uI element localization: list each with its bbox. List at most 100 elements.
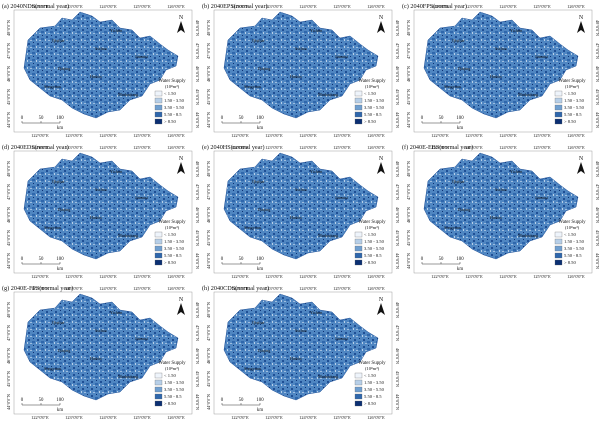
lon-label-bottom: 122°0'0"E bbox=[31, 415, 49, 420]
lat-label-left: 48°0'0"N bbox=[6, 20, 11, 36]
lon-label-bottom: 124°0'0"E bbox=[299, 274, 317, 279]
city-label: Harbin bbox=[290, 74, 303, 79]
legend-unit: (10⁸m³) bbox=[365, 84, 380, 89]
region-map bbox=[23, 293, 179, 401]
lat-label-left: 47°0'0"N bbox=[6, 43, 11, 59]
lat-label-right: 45°0'0"N bbox=[395, 371, 400, 387]
lat-label-right: 44°0'0"N bbox=[395, 112, 400, 128]
city-label: Daqing bbox=[258, 348, 271, 353]
lon-label-top: 126°0'0"E bbox=[367, 145, 385, 150]
lon-label-bottom: 123°0'0"E bbox=[265, 274, 283, 279]
legend-label: 3.50 - 5.50 bbox=[364, 387, 385, 392]
legend-title: Water Supply bbox=[158, 79, 186, 84]
legend-label: > 8.50 bbox=[364, 401, 376, 406]
city-label: Suihua bbox=[95, 46, 107, 51]
legend-swatch bbox=[554, 111, 563, 118]
legend-title: Water Supply bbox=[158, 220, 186, 225]
legend-label: < 1.50 bbox=[364, 373, 376, 378]
lon-label-top: 125°0'0"E bbox=[333, 4, 351, 9]
scale-unit: km bbox=[57, 126, 63, 131]
lat-label-right: 47°0'0"N bbox=[595, 43, 600, 59]
lon-label-top: 123°0'0"E bbox=[265, 145, 283, 150]
legend-unit: (10⁸m³) bbox=[565, 84, 580, 89]
panel-label: (f) 2040E-EBS(normal year) bbox=[402, 144, 473, 151]
region-map bbox=[23, 152, 179, 260]
city-label: Songyuan bbox=[44, 366, 62, 371]
lat-label-left: 48°0'0"N bbox=[206, 20, 211, 36]
city-label: Songyuan bbox=[244, 366, 262, 371]
lon-label-top: 125°0'0"E bbox=[333, 286, 351, 291]
city-label: Daqing bbox=[58, 66, 71, 71]
lon-label-top: 122°0'0"E bbox=[231, 145, 249, 150]
city-label: Yichun bbox=[310, 169, 323, 174]
scale-label: 0 bbox=[421, 257, 424, 262]
lon-label-bottom: 122°0'0"E bbox=[231, 274, 249, 279]
north-label: N bbox=[179, 297, 184, 303]
lat-label-right: 46°0'0"N bbox=[195, 348, 200, 364]
lat-label-right: 44°0'0"N bbox=[195, 394, 200, 410]
legend-unit: (10⁸m³) bbox=[165, 366, 180, 371]
legend-unit: (10⁸m³) bbox=[165, 225, 180, 230]
legend-swatch bbox=[154, 118, 163, 125]
lat-label-left: 45°0'0"N bbox=[206, 230, 211, 246]
legend-label: > 8.50 bbox=[164, 119, 176, 124]
lat-label-right: 44°0'0"N bbox=[595, 253, 600, 269]
city-label: Yichun bbox=[110, 310, 123, 315]
lat-label-right: 44°0'0"N bbox=[395, 253, 400, 269]
city-label: Jiamusi bbox=[535, 195, 549, 200]
lat-label-right: 47°0'0"N bbox=[195, 43, 200, 59]
lat-label-right: 46°0'0"N bbox=[395, 66, 400, 82]
legend-swatch bbox=[354, 372, 363, 379]
north-arrow bbox=[577, 162, 585, 174]
city-label: Songyuan bbox=[444, 225, 462, 230]
lat-label-left: 44°0'0"N bbox=[406, 253, 411, 269]
lon-label-bottom: 122°0'0"E bbox=[231, 415, 249, 420]
legend-label: 1.50 - 3.50 bbox=[164, 239, 185, 244]
lon-label-top: 125°0'0"E bbox=[533, 145, 551, 150]
city-label: Jiamusi bbox=[135, 54, 149, 59]
lon-label-bottom: 124°0'0"E bbox=[99, 274, 117, 279]
scale-label: 100 bbox=[256, 257, 264, 262]
scale-label: 0 bbox=[21, 257, 24, 262]
lat-label-right: 44°0'0"N bbox=[195, 253, 200, 269]
scale-unit: km bbox=[457, 126, 463, 131]
lon-label-top: 125°0'0"E bbox=[133, 286, 151, 291]
lat-label-right: 47°0'0"N bbox=[195, 184, 200, 200]
lat-label-left: 45°0'0"N bbox=[206, 371, 211, 387]
lon-label-top: 123°0'0"E bbox=[265, 4, 283, 9]
lon-label-bottom: 126°0'0"E bbox=[167, 133, 185, 138]
city-label: Suihua bbox=[495, 46, 507, 51]
legend-swatch bbox=[154, 97, 163, 104]
lat-label-left: 47°0'0"N bbox=[6, 325, 11, 341]
lon-label-bottom: 125°0'0"E bbox=[533, 274, 551, 279]
lat-label-left: 48°0'0"N bbox=[206, 161, 211, 177]
lon-label-top: 124°0'0"E bbox=[499, 145, 517, 150]
city-label: Suihua bbox=[95, 187, 107, 192]
city-label: Mudanjiang bbox=[318, 233, 339, 238]
legend-title: Water Supply bbox=[558, 220, 586, 225]
lon-label-top: 122°0'0"E bbox=[431, 4, 449, 9]
legend-title: Water Supply bbox=[558, 79, 586, 84]
legend-label: 5.50 - 8.5 bbox=[364, 394, 382, 399]
lat-label-left: 45°0'0"N bbox=[6, 89, 11, 105]
legend-label: 1.50 - 3.50 bbox=[364, 98, 385, 103]
city-label: Mudanjiang bbox=[118, 92, 139, 97]
lon-label-bottom: 126°0'0"E bbox=[167, 415, 185, 420]
lon-label-top: 123°0'0"E bbox=[65, 286, 83, 291]
lon-label-bottom: 123°0'0"E bbox=[265, 415, 283, 420]
lat-label-right: 44°0'0"N bbox=[595, 112, 600, 128]
lat-label-right: 47°0'0"N bbox=[395, 43, 400, 59]
lon-label-top: 126°0'0"E bbox=[367, 4, 385, 9]
lat-label-right: 47°0'0"N bbox=[595, 184, 600, 200]
city-label: Harbin bbox=[90, 74, 103, 79]
legend-swatch bbox=[354, 231, 363, 238]
city-label: Jiamusi bbox=[335, 54, 349, 59]
legend-swatch bbox=[354, 400, 363, 407]
lat-label-right: 45°0'0"N bbox=[595, 89, 600, 105]
city-label: Mudanjiang bbox=[118, 233, 139, 238]
lon-label-top: 126°0'0"E bbox=[167, 4, 185, 9]
legend-label: > 8.50 bbox=[164, 401, 176, 406]
scale-label: 50 bbox=[239, 116, 244, 121]
north-label: N bbox=[379, 297, 384, 303]
legend-label: < 1.50 bbox=[164, 373, 176, 378]
